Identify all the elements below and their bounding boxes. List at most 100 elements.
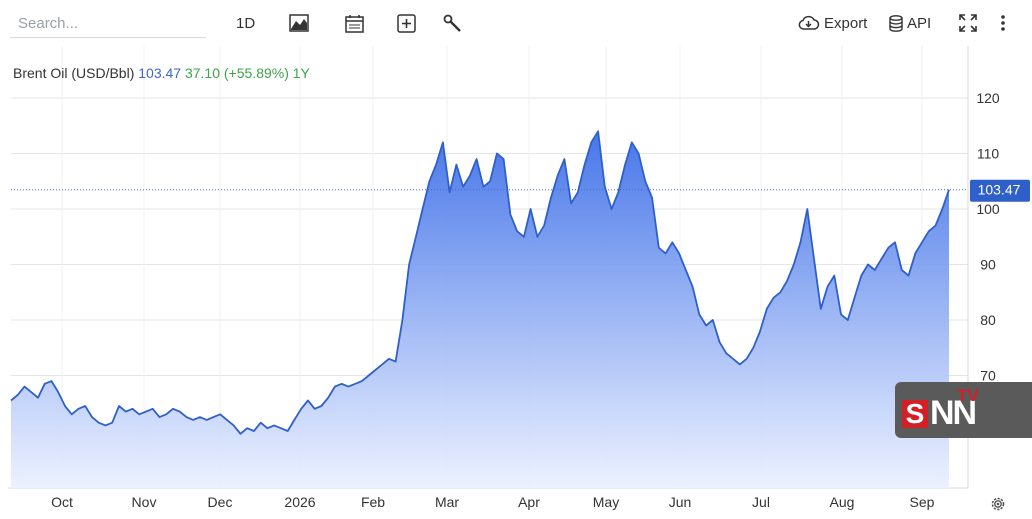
x-tick-label: Jun	[669, 494, 692, 510]
data-point	[927, 229, 931, 233]
data-point	[677, 251, 681, 255]
data-point	[171, 407, 175, 411]
data-point	[481, 185, 485, 189]
data-point	[839, 312, 843, 316]
data-point	[238, 432, 242, 436]
x-tick-label: May	[593, 494, 619, 510]
logo-tv: TV	[957, 386, 979, 405]
data-point	[529, 207, 533, 211]
cloud-download-icon	[798, 15, 820, 30]
data-point	[799, 240, 803, 244]
data-point	[873, 268, 877, 272]
current-price: 103.47	[138, 65, 182, 81]
data-point	[387, 357, 391, 361]
data-point	[596, 129, 600, 133]
data-point	[886, 246, 890, 250]
add-indicator-button[interactable]	[397, 11, 416, 35]
data-point	[421, 207, 425, 211]
data-point	[9, 399, 13, 403]
data-point	[623, 163, 627, 167]
y-tick-label: 120	[976, 90, 1000, 106]
data-point	[279, 426, 283, 430]
data-point	[353, 382, 357, 386]
data-point	[394, 360, 398, 364]
data-point	[211, 415, 215, 419]
api-button[interactable]: API	[889, 11, 931, 35]
data-point	[920, 240, 924, 244]
data-point	[853, 296, 857, 300]
x-tick-label: Apr	[518, 494, 540, 510]
data-point	[610, 207, 614, 211]
data-point	[900, 268, 904, 272]
settings-tool-button[interactable]	[443, 11, 462, 35]
chart-type-icon	[289, 14, 309, 32]
x-tick-label: Aug	[830, 494, 855, 510]
data-point	[569, 201, 573, 205]
data-point	[306, 399, 310, 403]
x-tick-label: Jul	[752, 494, 770, 510]
data-point	[603, 185, 607, 189]
data-point	[859, 274, 863, 278]
x-tick-label: Nov	[132, 494, 157, 510]
fullscreen-icon	[959, 14, 977, 32]
x-tick-label: Dec	[208, 494, 233, 510]
add-icon	[397, 13, 416, 33]
calendar-button[interactable]	[345, 11, 364, 35]
data-point	[650, 196, 654, 200]
range-1d-button[interactable]: 1D	[236, 11, 255, 35]
data-point	[70, 412, 74, 416]
data-point	[704, 324, 708, 328]
data-point	[407, 263, 411, 267]
data-point	[522, 235, 526, 239]
toolbar: 1D Export	[0, 0, 1032, 46]
data-point	[812, 257, 816, 261]
data-point	[380, 362, 384, 366]
data-point	[630, 140, 634, 144]
data-point	[245, 426, 249, 430]
data-point	[697, 312, 701, 316]
data-point	[913, 251, 917, 255]
y-tick-label: 100	[976, 201, 1000, 217]
gear-icon[interactable]	[989, 495, 1007, 513]
data-point	[454, 163, 458, 167]
price-tag: 103.47	[970, 179, 1030, 202]
export-button[interactable]: Export	[797, 11, 867, 35]
x-tick-label: Sep	[910, 494, 935, 510]
data-point	[448, 190, 452, 194]
data-point	[508, 213, 512, 217]
more-vertical-icon	[1001, 15, 1005, 31]
data-point	[63, 404, 67, 408]
data-point	[83, 404, 87, 408]
data-point	[691, 285, 695, 289]
data-point	[198, 415, 202, 419]
data-point	[272, 423, 276, 427]
data-point	[151, 407, 155, 411]
data-point	[131, 407, 135, 411]
data-point	[488, 179, 492, 183]
logo-nn: NN	[930, 394, 977, 432]
data-point	[50, 379, 54, 383]
database-icon	[889, 14, 903, 32]
data-point	[400, 318, 404, 322]
data-point	[427, 179, 431, 183]
data-point	[583, 163, 587, 167]
data-point	[502, 157, 506, 161]
data-point	[556, 174, 560, 178]
data-point	[43, 382, 47, 386]
data-point	[495, 152, 499, 156]
data-point	[778, 290, 782, 294]
data-point	[664, 251, 668, 255]
data-point	[745, 357, 749, 361]
data-point	[880, 257, 884, 261]
data-point	[56, 390, 60, 394]
data-point	[90, 415, 94, 419]
fullscreen-button[interactable]	[958, 11, 978, 35]
more-menu-button[interactable]	[1000, 11, 1006, 35]
data-point	[414, 235, 418, 239]
data-point	[36, 396, 40, 400]
data-point	[185, 415, 189, 419]
search-input[interactable]	[10, 10, 206, 38]
chart-type-button[interactable]	[289, 11, 309, 35]
data-point	[23, 385, 27, 389]
